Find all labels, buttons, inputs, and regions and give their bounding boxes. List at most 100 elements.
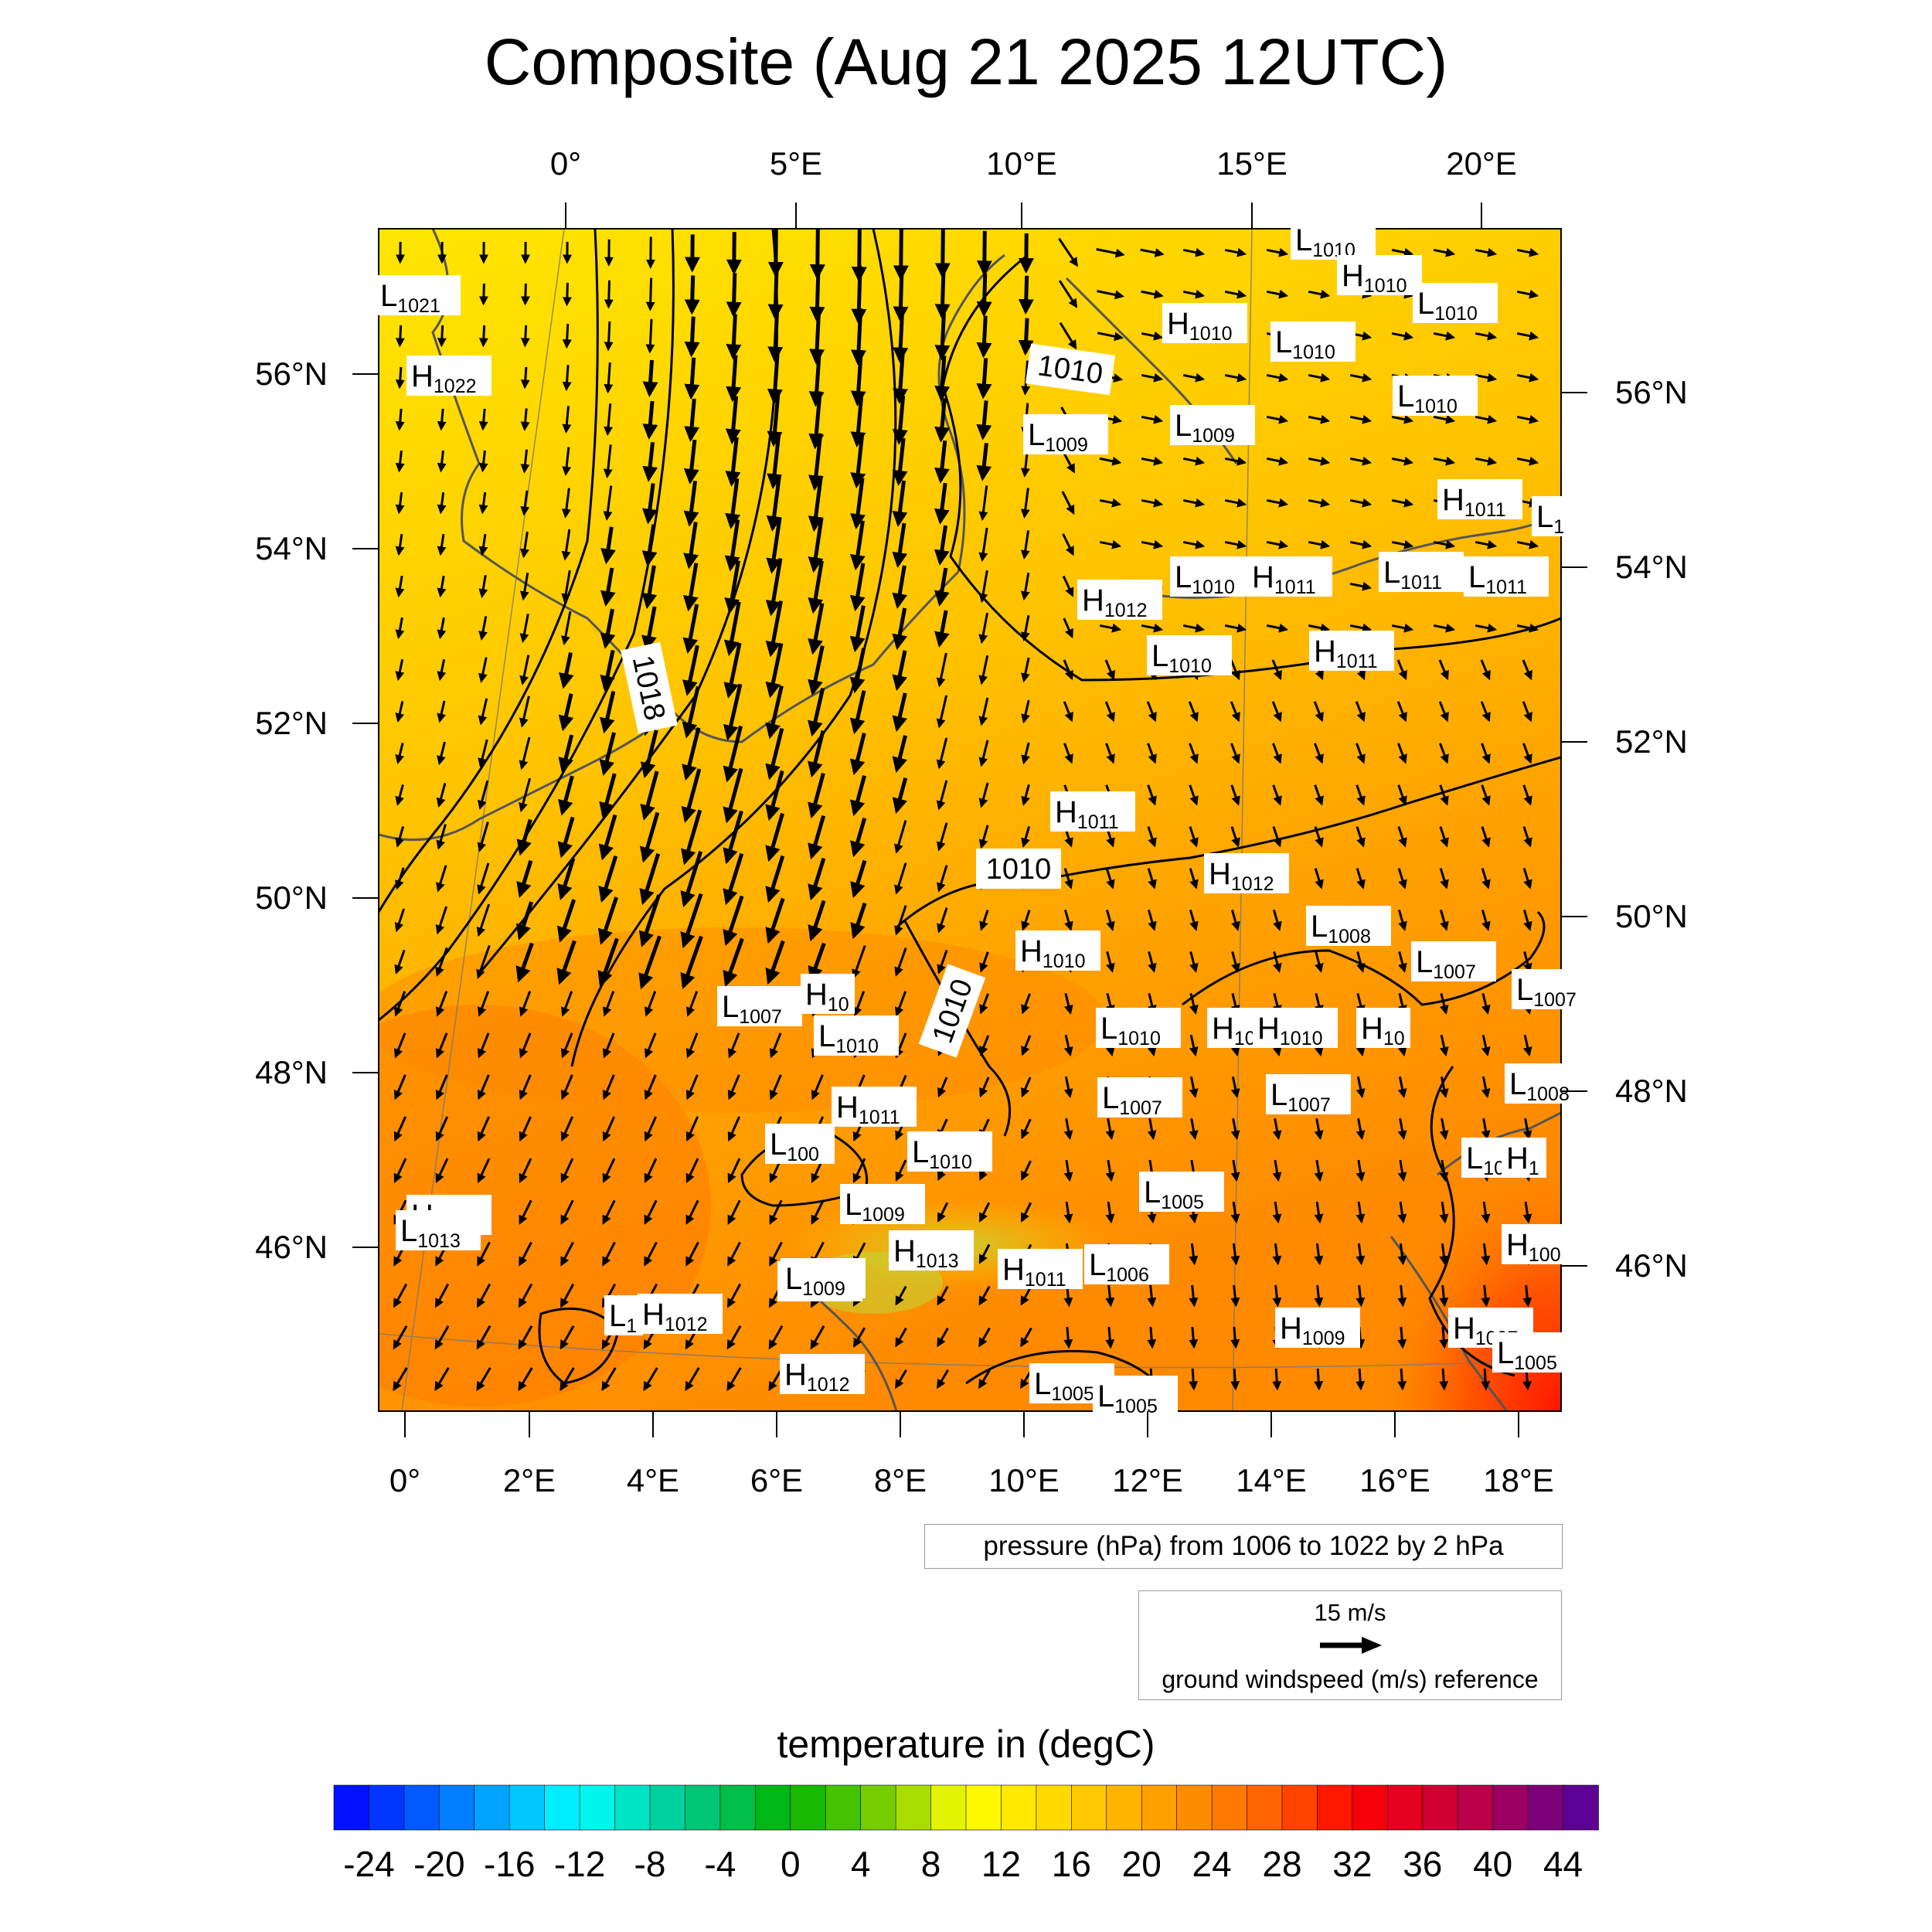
pressure-center-label: L1009 <box>1170 405 1255 447</box>
wind-vector <box>808 857 826 901</box>
wind-vector <box>978 612 989 645</box>
wind-vector <box>852 1327 866 1349</box>
wind-vector <box>1438 701 1449 723</box>
colorbar-box <box>1071 1784 1107 1831</box>
wind-vector <box>644 1199 658 1225</box>
wind-vector <box>598 814 617 861</box>
wind-vector <box>434 1283 450 1308</box>
isobar-1016 <box>379 229 675 1022</box>
colorbar-box <box>685 1784 721 1831</box>
colorbar-box <box>1141 1784 1178 1831</box>
wind-vector <box>600 649 615 692</box>
wind-vector <box>849 648 866 694</box>
pressure-center-label: L1005 <box>1139 1172 1224 1213</box>
wind-vector <box>561 529 571 561</box>
wind-vector <box>934 525 950 566</box>
wind-vector <box>519 655 530 685</box>
wind-vector <box>477 1241 491 1267</box>
wind-vector <box>562 365 572 392</box>
colorbar-tick-label: 24 <box>1192 1844 1232 1884</box>
wind-vector <box>1020 530 1030 560</box>
wind-vector <box>976 315 992 359</box>
pressure-center-label: H1012 <box>1204 853 1289 895</box>
wind-vector <box>725 437 741 488</box>
wind-vector <box>726 273 742 318</box>
wind-vector <box>1475 539 1498 549</box>
wind-vector <box>978 570 988 604</box>
wind-vector <box>852 1158 866 1184</box>
wind-vector <box>1355 826 1366 848</box>
wind-vector <box>1189 826 1199 848</box>
right-lat-axis: 56°N 54°N 52°N 50°N 48°N 46°N <box>1561 374 1688 1284</box>
wind-reference-box: 15 m/s ground windspeed (m/s) reference <box>1138 1590 1562 1700</box>
wind-vector <box>560 1367 575 1392</box>
contour-labels: 1018 1010 1010 1010 <box>621 343 1116 1058</box>
wind-vector <box>437 700 447 723</box>
wind-vector <box>600 691 616 734</box>
wind-vector <box>1314 1117 1324 1141</box>
wind-vector <box>641 524 658 567</box>
wind-vector <box>1230 910 1240 931</box>
bottom-lon-label: 8°E <box>874 1462 927 1498</box>
wind-vector <box>1189 1368 1199 1391</box>
wind-vector <box>1397 868 1407 889</box>
wind-vector <box>1189 784 1199 806</box>
wind-vector <box>1308 289 1331 299</box>
wind-reference-speed: 15 m/s <box>1314 1599 1386 1626</box>
wind-vector <box>1273 951 1282 973</box>
wind-vector <box>1189 992 1199 1015</box>
wind-vector <box>892 395 908 445</box>
wind-vector <box>1516 456 1539 466</box>
wind-vector <box>560 1325 575 1350</box>
wind-vector <box>1314 1201 1324 1224</box>
bottom-lon-label: 18°E <box>1483 1462 1554 1498</box>
wind-vector <box>518 1367 533 1392</box>
wind-vector <box>520 408 530 431</box>
wind-vector <box>556 940 577 985</box>
left-lat-label: 52°N <box>255 705 328 741</box>
pressure-center-label: L1010 <box>907 1131 992 1173</box>
wind-vector <box>766 516 782 574</box>
wind-vector <box>936 737 948 770</box>
wind-vector <box>1141 331 1164 341</box>
wind-vector <box>560 1158 574 1184</box>
wind-vector <box>726 232 742 275</box>
wind-reference-caption: ground windspeed (m/s) reference <box>1162 1665 1539 1693</box>
wind-vector <box>1224 372 1247 383</box>
pressure-center-value: 1011 <box>1077 811 1119 833</box>
wind-vector <box>1148 951 1157 973</box>
wind-vector <box>934 610 950 648</box>
wind-vector <box>518 1325 533 1350</box>
wind-vector <box>602 1032 615 1059</box>
wind-vector <box>1439 1243 1449 1266</box>
wind-vector <box>979 910 989 931</box>
pressure-center-label: H1009 <box>1275 1308 1360 1349</box>
wind-vector <box>1104 659 1115 681</box>
pressure-center-label: L1007 <box>1097 1077 1182 1119</box>
pressure-center-label: L1011 <box>1464 556 1549 598</box>
pressure-center-label: L1007 <box>717 986 802 1028</box>
wind-vector <box>395 617 405 640</box>
pressure-center-value: 10 <box>828 994 849 1015</box>
top-lon-label: 0° <box>550 145 581 182</box>
wind-vector <box>437 492 447 515</box>
pressure-center-label: L1009 <box>840 1184 925 1226</box>
wind-vector <box>893 311 909 363</box>
wind-vector <box>1061 491 1075 515</box>
pressure-center-value: 1005 <box>1514 1352 1557 1374</box>
wind-vector <box>1230 1243 1240 1266</box>
wind-vector <box>562 447 572 476</box>
wind-vector <box>1439 1076 1449 1099</box>
bottom-lon-label: 14°E <box>1236 1462 1307 1498</box>
wind-vector <box>892 650 908 692</box>
wind-vector <box>976 273 992 318</box>
wind-vector <box>725 478 741 529</box>
wind-vector <box>393 1367 408 1392</box>
pressure-center-value: 1005 <box>1051 1383 1094 1405</box>
wind-vector <box>1096 248 1125 258</box>
colorbar-box <box>403 1784 440 1831</box>
wind-vector <box>519 777 532 813</box>
left-lat-label: 54°N <box>255 530 328 566</box>
wind-vector <box>767 393 783 447</box>
wind-vector <box>1439 743 1449 764</box>
